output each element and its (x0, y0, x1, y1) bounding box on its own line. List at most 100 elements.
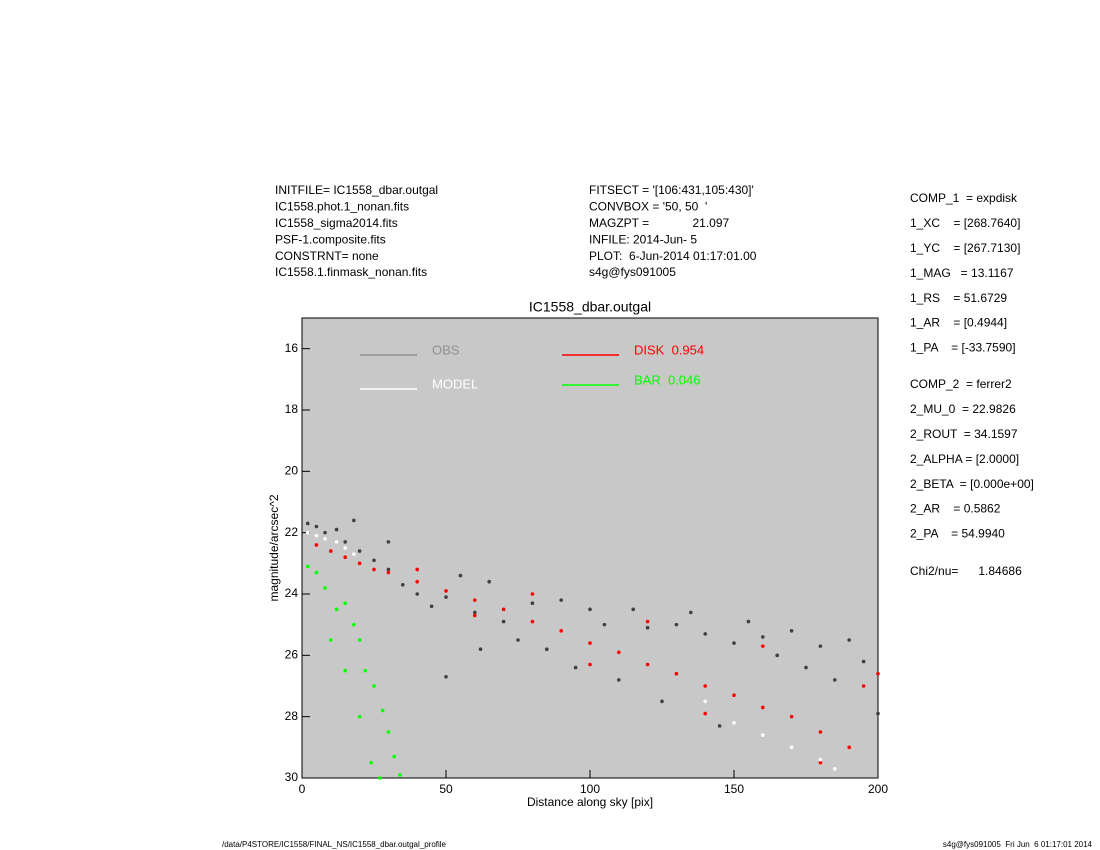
header-middle-line: CONVBOX = '50, 50 ' (589, 200, 707, 214)
point (674, 671, 679, 676)
point (818, 757, 823, 762)
chi-value: Chi2/nu= 1.84686 (910, 564, 1022, 578)
point (588, 607, 592, 612)
point (631, 607, 635, 612)
point (645, 619, 650, 624)
y-tick-label: 26 (285, 648, 299, 662)
point (732, 721, 736, 725)
point (516, 638, 520, 642)
param-line: 2_ALPHA = [2.0000] (910, 452, 1019, 466)
param-line: 2_MU_0 = 22.9826 (910, 402, 1016, 416)
point (352, 622, 356, 627)
point (369, 760, 373, 765)
point (377, 776, 382, 780)
param-line: COMP_2 = ferrer2 (910, 377, 1012, 391)
y-tick-label: 30 (285, 770, 299, 784)
x-axis-label: Distance along sky [pix] (527, 795, 653, 809)
point (501, 607, 506, 612)
point (545, 647, 549, 651)
point (444, 589, 448, 593)
header-left-line: CONSTRNT= none (275, 249, 379, 263)
point (473, 598, 477, 602)
point (398, 773, 402, 777)
header-left-line: PSF-1.composite.fits (275, 232, 386, 246)
legend-label: MODEL (432, 376, 478, 391)
point (818, 730, 823, 734)
x-tick-label: 0 (299, 782, 306, 796)
param-line: 2_PA = 54.9940 (910, 527, 1005, 541)
header-middle-line: INFILE: 2014-Jun- 5 (589, 232, 697, 246)
point (352, 552, 356, 556)
x-tick-label: 50 (439, 782, 453, 796)
header-middle-line: s4g@fys091005 (589, 265, 676, 279)
point (732, 641, 736, 645)
footer-left: /data/P4STORE/IC1558/FINAL_NS/IC1558_dba… (222, 840, 447, 849)
point (732, 693, 736, 697)
point (323, 537, 327, 541)
point (861, 684, 866, 688)
point (323, 586, 327, 590)
param-line: COMP_1 = expdisk (910, 191, 1018, 205)
point (343, 540, 348, 544)
point (372, 567, 376, 572)
param-line: 1_AR = [0.4944] (910, 316, 1007, 330)
point (352, 518, 356, 523)
point (357, 714, 362, 719)
point (357, 561, 362, 566)
header-middle-line: FITSECT = '[106:431,105:430]' (589, 183, 754, 197)
point (861, 659, 866, 664)
point (775, 653, 779, 658)
point (444, 675, 448, 679)
point (530, 601, 535, 605)
point (305, 521, 310, 526)
point (602, 622, 607, 627)
legend-label: OBS (432, 342, 460, 357)
point (717, 724, 722, 728)
point (559, 629, 563, 633)
point (380, 708, 385, 713)
point (559, 598, 563, 602)
point (415, 567, 420, 572)
point (372, 558, 376, 563)
point (343, 555, 348, 559)
point (334, 527, 339, 532)
point (847, 638, 851, 642)
point (761, 644, 765, 648)
point (617, 678, 621, 682)
point (444, 595, 448, 599)
param-line: 2_AR = 0.5862 (910, 502, 1001, 516)
x-tick-label: 150 (724, 782, 744, 796)
point (674, 622, 679, 627)
point (415, 579, 420, 584)
param-line: 1_MAG = 13.1167 (910, 266, 1014, 280)
point (761, 635, 765, 639)
x-tick-label: 100 (580, 782, 600, 796)
point (473, 613, 477, 618)
y-tick-label: 18 (285, 402, 299, 416)
point (357, 638, 362, 642)
x-tick-label: 200 (868, 782, 888, 796)
point (847, 745, 851, 750)
point (386, 540, 391, 544)
header-middle-line: PLOT: 6-Jun-2014 01:17:01.00 (589, 249, 757, 263)
point (876, 711, 880, 716)
legend-label: BAR 0.046 (634, 372, 701, 387)
point (501, 619, 506, 624)
param-line: 1_YC = [267.7130] (910, 241, 1020, 255)
point (401, 583, 405, 587)
point (305, 530, 310, 535)
point (876, 671, 880, 676)
point (660, 699, 664, 704)
point (478, 647, 483, 651)
point (833, 767, 837, 771)
point (746, 619, 751, 624)
chart-title: IC1558_dbar.outgal (529, 299, 651, 315)
point (386, 730, 391, 734)
param-line: 2_BETA = [0.000e+00] (910, 477, 1034, 491)
y-tick-label: 16 (285, 341, 299, 355)
point (334, 607, 339, 612)
point (329, 549, 333, 553)
point (343, 546, 348, 550)
param-line: 1_RS = 51.6729 (910, 291, 1007, 305)
